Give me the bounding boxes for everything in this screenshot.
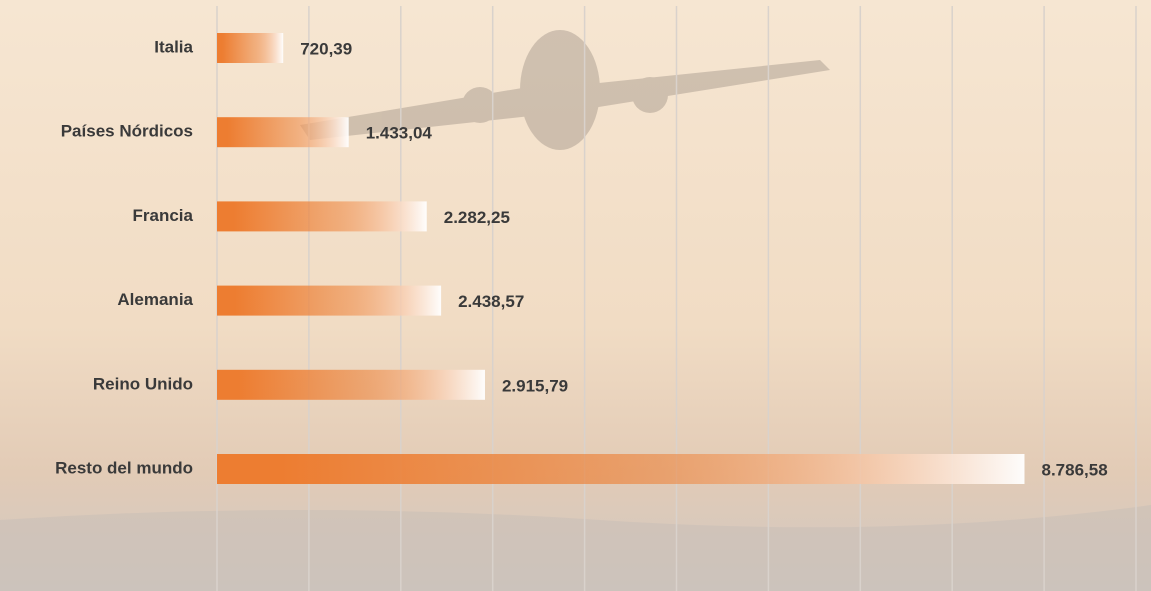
category-label: Alemania — [117, 290, 193, 309]
category-label: Resto del mundo — [55, 458, 193, 477]
value-label: 720,39 — [300, 39, 352, 58]
bar — [217, 33, 283, 63]
value-label: 2.438,57 — [458, 292, 524, 311]
chart: Italia 720,39 Países Nórdicos 1.433,04 Franc… — [0, 0, 1151, 591]
bar — [217, 454, 1024, 484]
category-label: Italia — [154, 37, 193, 56]
bar — [217, 286, 441, 316]
category-label: Países Nórdicos — [61, 122, 193, 141]
bar — [217, 201, 427, 231]
bar — [217, 117, 349, 147]
value-label: 8.786,58 — [1041, 460, 1107, 479]
category-label: Francia — [133, 206, 194, 225]
value-label: 2.282,25 — [444, 208, 510, 227]
value-label: 1.433,04 — [366, 124, 433, 143]
value-label: 2.915,79 — [502, 376, 568, 395]
category-label: Reino Unido — [93, 374, 193, 393]
bar — [217, 370, 485, 400]
